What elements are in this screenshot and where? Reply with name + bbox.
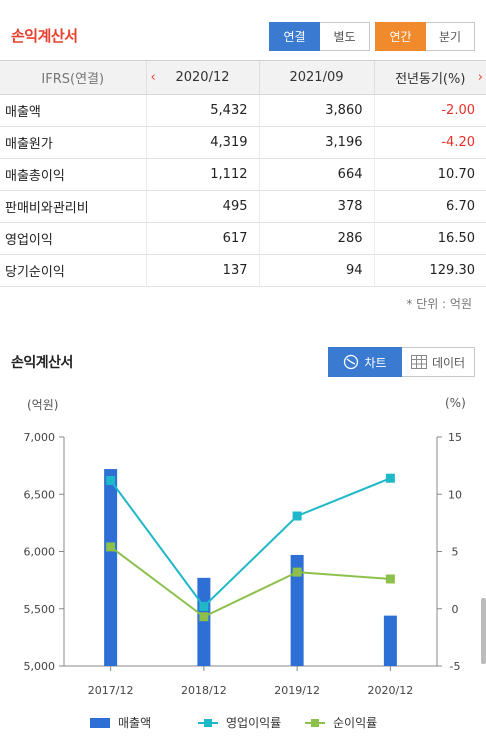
legend-swatch [90, 717, 110, 728]
scrollbar[interactable] [481, 598, 486, 664]
legend-item-net-margin[interactable]: 순이익률 [305, 714, 377, 731]
row-label: 영업이익 [0, 222, 146, 255]
right-tick-label: 10 [448, 488, 462, 501]
point-net-margin [292, 567, 302, 577]
row-label: 판매비와관리비 [0, 190, 146, 223]
chart-legend: 매출액 영업이익률 순이익률 [0, 714, 486, 734]
legend-item-revenue[interactable]: 매출액 [90, 714, 151, 731]
row-value: 4,319 [145, 126, 259, 159]
income-statement-header: 손익계산서 연결 별도 연간 분기 [0, 0, 486, 60]
line-net-margin [110, 546, 391, 618]
left-tick-label: 7,000 [24, 431, 56, 444]
table-row: 당기순이익 137 94 129.30 [0, 254, 486, 287]
row-value: 617 [145, 222, 259, 255]
point-operating-margin [106, 476, 116, 486]
view-toggle: 차트 데이터 [328, 347, 475, 377]
quarterly-button[interactable]: 분기 [426, 22, 475, 51]
table-header-col: 전년동기(%) › [373, 60, 486, 95]
chart-view-button[interactable]: 차트 [328, 347, 402, 377]
row-value: 137 [145, 254, 259, 287]
table-header-row: IFRS(연결) ‹ 2020/12 2021/09 전년동기(%) › [0, 60, 486, 95]
left-tick-label: 6,000 [24, 546, 56, 559]
row-value: 3,860 [258, 94, 374, 127]
income-statement-title: 손익계산서 [11, 27, 78, 45]
period-toggle: 연간 분기 [375, 22, 475, 51]
row-value: 495 [145, 190, 259, 223]
row-value: 3,196 [258, 126, 374, 159]
row-value: 378 [258, 190, 374, 223]
income-statement-table: IFRS(연결) ‹ 2020/12 2021/09 전년동기(%) › 매출액… [0, 60, 486, 287]
point-net-margin [199, 612, 209, 622]
row-value: 5,432 [145, 94, 259, 127]
table-header-label: IFRS(연결) [0, 60, 146, 95]
row-value: -4.20 [373, 126, 486, 159]
point-net-margin [106, 542, 116, 552]
income-chart: 5,000 5,500 6,000 6,500 7,000 -5 0 5 10 15 2017/12… [24, 431, 463, 697]
left-tick-label: 5,500 [24, 603, 56, 616]
legend-swatch [198, 717, 218, 729]
unit-note: * 단위 : 억원 [406, 297, 472, 311]
point-operating-margin [385, 473, 395, 483]
point-operating-margin [199, 601, 209, 611]
chart-section-title: 손익계산서 [11, 355, 73, 371]
row-value: 16.50 [373, 222, 486, 255]
table-row: 판매비와관리비 495 378 6.70 [0, 190, 486, 223]
table-row: 매출원가 4,319 3,196 -4.20 [0, 126, 486, 159]
right-tick-label: 5 [452, 546, 459, 559]
right-tick-label: -5 [450, 660, 461, 673]
point-net-margin [385, 574, 395, 584]
bar-revenue [197, 577, 211, 666]
table-header-col: ‹ 2020/12 [145, 60, 259, 95]
table-row: 매출총이익 1,112 664 10.70 [0, 158, 486, 191]
right-axis-unit: (%) [445, 396, 466, 410]
consolidation-toggle: 연결 별도 [269, 22, 370, 51]
row-value: 286 [258, 222, 374, 255]
row-value: -2.00 [373, 94, 486, 127]
line-operating-margin [109, 477, 391, 608]
right-tick-label: 0 [452, 603, 459, 616]
left-tick-label: 6,500 [24, 488, 56, 501]
x-tick-label: 2019/12 [274, 684, 320, 697]
x-tick-label: 2020/12 [368, 684, 414, 697]
row-label: 매출총이익 [0, 158, 146, 191]
point-operating-margin [292, 511, 302, 521]
row-value: 664 [258, 158, 374, 191]
bar-revenue [383, 615, 397, 666]
grid-table-icon [410, 355, 427, 369]
row-label: 매출액 [0, 94, 146, 127]
x-tick-label: 2017/12 [88, 684, 134, 697]
left-tick-label: 5,000 [24, 660, 56, 673]
row-label: 당기순이익 [0, 254, 146, 287]
separate-button[interactable]: 별도 [320, 22, 370, 51]
right-tick-label: 15 [448, 431, 462, 444]
next-arrow-icon[interactable]: › [477, 70, 483, 85]
row-value: 6.70 [373, 190, 486, 223]
legend-item-operating-margin[interactable]: 영업이익률 [198, 714, 281, 731]
data-view-button[interactable]: 데이터 [402, 347, 475, 377]
row-label: 매출원가 [0, 126, 146, 159]
row-value: 94 [258, 254, 374, 287]
table-row: 영업이익 617 286 16.50 [0, 222, 486, 255]
consolidated-button[interactable]: 연결 [269, 22, 320, 51]
bar-revenue [104, 469, 118, 666]
table-row: 매출액 5,432 3,860 -2.00 [0, 94, 486, 127]
prev-arrow-icon[interactable]: ‹ [150, 70, 156, 85]
table-header-col: 2021/09 [258, 60, 374, 95]
legend-swatch [305, 717, 325, 729]
left-axis-unit: (억원) [27, 398, 59, 412]
clock-chart-icon [344, 354, 359, 370]
row-value: 10.70 [373, 158, 486, 191]
row-value: 1,112 [145, 158, 259, 191]
annual-button[interactable]: 연간 [375, 22, 426, 51]
x-tick-label: 2018/12 [181, 684, 227, 697]
bar-revenue [290, 554, 304, 666]
row-value: 129.30 [373, 254, 486, 287]
